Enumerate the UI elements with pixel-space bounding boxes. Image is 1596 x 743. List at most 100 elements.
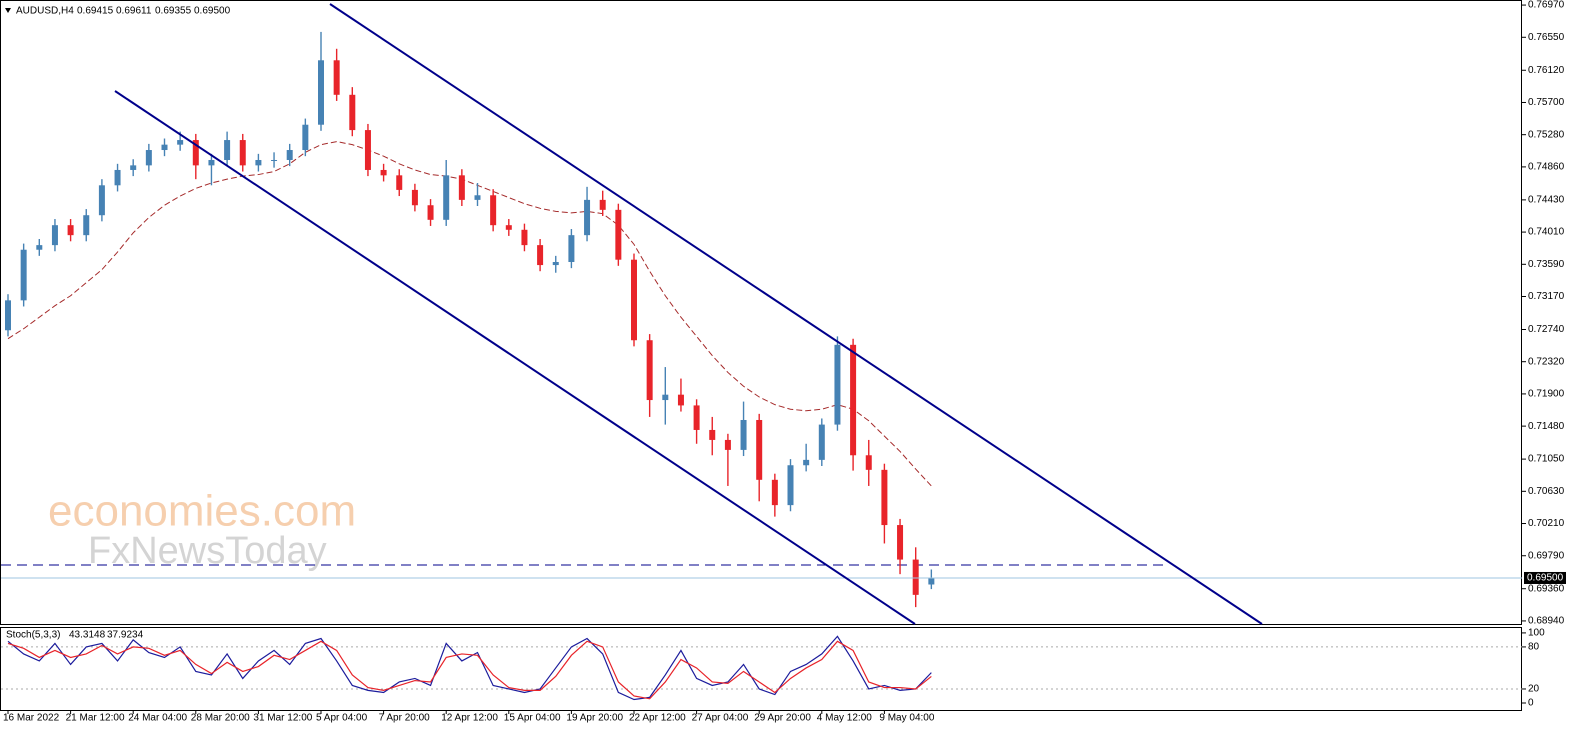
candle-body — [318, 60, 324, 125]
watermark: economies.com — [48, 487, 356, 536]
x-tick-label: 24 Mar 04:00 — [128, 713, 187, 724]
x-tick-label: 15 Apr 04:00 — [504, 713, 561, 724]
candle-body — [333, 60, 340, 95]
candle-body — [208, 159, 215, 166]
y-tick-label: 0.75700 — [1528, 97, 1565, 108]
candle-body — [177, 140, 184, 145]
candle-body — [834, 344, 841, 425]
candle-body — [756, 419, 763, 480]
x-tick-label: 22 Apr 12:00 — [629, 713, 686, 724]
x-tick-label: 4 May 12:00 — [817, 713, 872, 724]
header-high: 0.69611 — [116, 6, 152, 17]
y-tick-label: 0.72320 — [1528, 356, 1565, 367]
y-tick-label: 0.72740 — [1528, 324, 1565, 335]
candle-body — [677, 394, 684, 406]
y-tick-label: 0.76120 — [1528, 65, 1565, 76]
candle-body — [818, 424, 825, 460]
candle-body — [83, 215, 90, 236]
candle-body — [67, 225, 74, 236]
main-panel-frame — [0, 0, 1522, 625]
x-tick-label: 28 Mar 20:00 — [191, 713, 250, 724]
x-tick-label: 7 Apr 20:00 — [379, 713, 431, 724]
candle-body — [349, 94, 356, 131]
y-tick-label: 0.69360 — [1528, 583, 1565, 594]
candle-body — [192, 140, 199, 166]
x-tick-label: 29 Apr 20:00 — [754, 713, 811, 724]
y-tick-label: 0.74430 — [1528, 195, 1565, 206]
candle-body — [568, 235, 575, 262]
candle-body — [631, 259, 637, 341]
header-low: 0.69355 — [155, 6, 192, 17]
y-tick-label: 0.76550 — [1528, 32, 1565, 43]
candle-body — [662, 394, 669, 401]
candle-body — [912, 559, 919, 595]
y-tick-label: 20 — [1528, 684, 1540, 695]
y-tick-label: 0.68940 — [1528, 616, 1565, 627]
candle-body — [239, 140, 246, 166]
y-tick-label: 0.73170 — [1528, 291, 1565, 302]
candle-body — [271, 159, 278, 161]
candle-body — [380, 169, 387, 176]
candle-body — [411, 189, 418, 206]
y-tick-label: 0.73590 — [1528, 259, 1565, 270]
candle-body — [537, 245, 544, 266]
x-tick-label: 31 Mar 12:00 — [253, 713, 312, 724]
candle-body — [286, 150, 293, 160]
moving-average — [7, 141, 932, 487]
candle-body — [364, 130, 371, 170]
stoch-line — [7, 635, 932, 701]
x-tick-label: 16 Mar 2022 — [3, 713, 60, 724]
header-symbol: AUDUSD,H4 — [16, 6, 74, 17]
candle-body — [130, 165, 137, 170]
candle-body — [881, 469, 888, 526]
candle-body — [709, 429, 716, 440]
candle-body — [145, 150, 152, 166]
channel-upper-line — [329, 3, 1263, 625]
candle-body — [599, 199, 606, 210]
candle-body — [20, 249, 27, 301]
y-tick-label: 80 — [1528, 642, 1540, 653]
candle-body — [615, 209, 622, 260]
stoch-main-value: 43.3148 — [69, 630, 106, 641]
candle-body — [552, 261, 559, 266]
candle-body — [458, 175, 465, 200]
y-tick-label: 0.75280 — [1528, 129, 1565, 140]
candle-body — [505, 225, 512, 230]
y-tick-label: 0.74860 — [1528, 162, 1565, 173]
candle-body — [803, 459, 810, 466]
x-tick-label: 5 Apr 04:00 — [316, 713, 368, 724]
y-tick-label: 100 — [1528, 628, 1545, 639]
channel-lower-line — [114, 90, 916, 625]
header-close: 0.69500 — [194, 6, 231, 17]
y-tick-label: 0 — [1528, 698, 1534, 709]
candle-body — [897, 525, 904, 560]
candle-body — [521, 229, 528, 246]
candle-body — [771, 479, 778, 506]
y-tick-label: 0.74010 — [1528, 227, 1565, 238]
header-open: 0.69415 — [77, 6, 114, 17]
candle-body — [724, 439, 731, 450]
candle-body — [443, 175, 450, 220]
y-tick-label: 0.71480 — [1528, 421, 1565, 432]
candle-body — [224, 140, 231, 160]
price-tag-label: 0.69500 — [1527, 573, 1564, 584]
candle-body — [427, 205, 434, 220]
candle-body — [51, 225, 58, 246]
candle-body — [646, 340, 653, 401]
candle-body — [490, 195, 497, 226]
y-tick-label: 0.69790 — [1528, 550, 1565, 561]
watermark: FxNewsToday — [88, 530, 327, 572]
stoch-title: Stoch(5,3,3) — [6, 630, 60, 641]
candle-body — [474, 195, 481, 200]
y-tick-label: 0.70630 — [1528, 486, 1565, 497]
y-tick-label: 0.76970 — [1528, 0, 1565, 11]
candle-body — [302, 124, 309, 151]
x-tick-label: 19 Apr 20:00 — [566, 713, 623, 724]
price-tag — [1524, 571, 1566, 584]
x-tick-label: 21 Mar 12:00 — [66, 713, 125, 724]
candle-body — [865, 455, 872, 470]
y-tick-label: 0.71050 — [1528, 454, 1565, 465]
candle-body — [740, 419, 747, 450]
